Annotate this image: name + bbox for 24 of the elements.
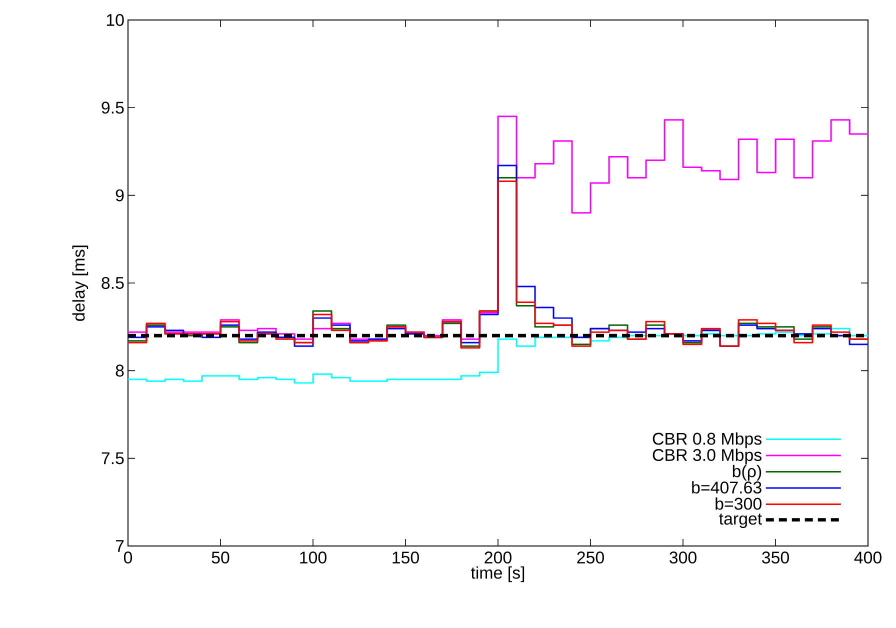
x-axis-title: time [s] (470, 566, 524, 582)
y-tick-label: 9.5 (102, 102, 124, 114)
legend-label: CBR 0.8 Mbps (652, 432, 762, 448)
x-tick-label: 200 (484, 552, 512, 564)
y-tick-label: 8.5 (102, 277, 124, 289)
y-tick-label: 8 (116, 364, 124, 377)
x-tick-label: 150 (392, 552, 419, 564)
y-tick-label: 7 (116, 540, 124, 552)
x-tick-label: 50 (212, 552, 230, 564)
y-tick-label: 7.5 (102, 452, 124, 464)
legend-label: b(ρ) (732, 464, 762, 481)
x-tick-label: 350 (762, 552, 789, 564)
y-axis-title: delay [ms] (72, 246, 88, 321)
y-tick-label: 10 (106, 14, 124, 26)
y-tick-label: 9 (116, 189, 124, 202)
x-tick-label: 100 (300, 552, 326, 564)
x-tick-label: 400 (854, 552, 882, 564)
legend-label: b=407.63 (692, 481, 762, 494)
legend-label: CBR 3.0 Mbps (652, 448, 762, 464)
legend-label: b=300 (716, 497, 762, 510)
legend-label: target (719, 514, 762, 528)
x-tick-label: 250 (577, 552, 604, 564)
x-tick-label: 0 (124, 552, 132, 564)
x-tick-label: 300 (670, 552, 696, 564)
